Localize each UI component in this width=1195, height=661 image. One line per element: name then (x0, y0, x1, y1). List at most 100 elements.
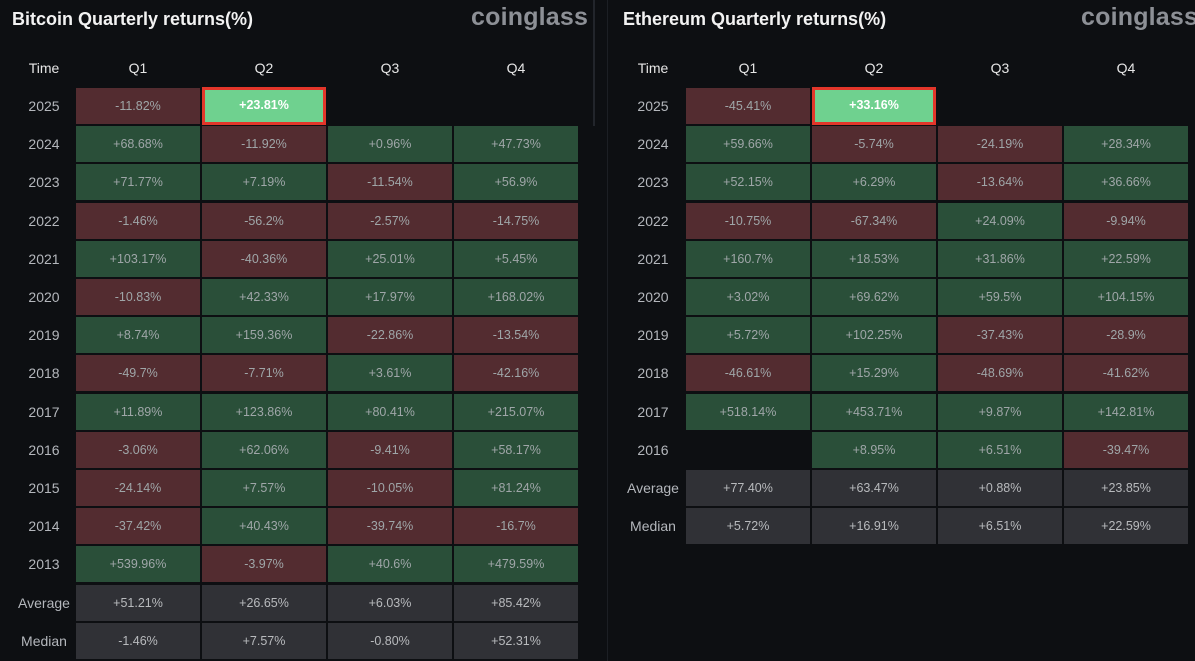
return-cell: -42.16% (454, 355, 578, 391)
return-cell: +59.5% (938, 279, 1062, 315)
return-cell: +22.59% (1064, 241, 1188, 277)
return-cell: -39.47% (1064, 432, 1188, 468)
year-row-label: 2024 (637, 136, 669, 152)
panel-title: Bitcoin Quarterly returns(%) (12, 9, 254, 29)
return-cell: -13.64% (938, 164, 1062, 200)
return-cell: +0.96% (328, 126, 452, 162)
panel-divider-line (607, 0, 608, 661)
return-cell: +25.01% (328, 241, 452, 277)
return-cell: +6.29% (812, 164, 936, 200)
stat-cell: +51.21% (76, 585, 200, 621)
return-cell: +62.06% (202, 432, 326, 468)
stat-cell: +5.72% (686, 508, 810, 544)
return-cell: -3.06% (76, 432, 200, 468)
return-cell: +71.77% (76, 164, 200, 200)
year-row-label: 2021 (637, 251, 669, 267)
return-cell: +102.25% (812, 317, 936, 353)
return-cell: -10.05% (328, 470, 452, 506)
year-row-label: 2018 (28, 365, 60, 381)
return-cell: -9.41% (328, 432, 452, 468)
return-cell: -24.14% (76, 470, 200, 506)
year-row-label: 2020 (28, 289, 60, 305)
return-cell: +215.07% (454, 394, 578, 430)
return-cell: -40.36% (202, 241, 326, 277)
return-cell: -2.57% (328, 203, 452, 239)
year-row-label: 2019 (637, 327, 669, 343)
return-cell: -28.9% (1064, 317, 1188, 353)
year-row-label: 2018 (637, 365, 669, 381)
return-cell: -45.41% (686, 88, 810, 124)
year-row-label: 2019 (28, 327, 60, 343)
stat-cell: +6.03% (328, 585, 452, 621)
year-row-label: 2016 (28, 442, 60, 458)
return-cell: +7.57% (202, 470, 326, 506)
return-cell: -11.54% (328, 164, 452, 200)
return-cell: +24.09% (938, 203, 1062, 239)
return-cell: -39.74% (328, 508, 452, 544)
return-cell: -11.92% (202, 126, 326, 162)
bitcoin-returns-panel: Bitcoin Quarterly returns(%) coinglass T… (0, 0, 588, 661)
quarter-header-q2: Q2 (864, 60, 884, 76)
quarter-header-q1: Q1 (128, 60, 148, 76)
return-cell: +40.43% (202, 508, 326, 544)
return-cell: +539.96% (76, 546, 200, 582)
return-cell: +7.19% (202, 164, 326, 200)
return-cell: +142.81% (1064, 394, 1188, 430)
return-cell: -7.71% (202, 355, 326, 391)
return-cell: +81.24% (454, 470, 578, 506)
year-row-label: 2020 (637, 289, 669, 305)
return-cell: +518.14% (686, 394, 810, 430)
return-cell: +15.29% (812, 355, 936, 391)
year-row-label: 2024 (28, 136, 60, 152)
return-cell: +8.74% (76, 317, 200, 353)
stat-cell: +52.31% (454, 623, 578, 659)
return-cell: +47.73% (454, 126, 578, 162)
stat-cell: +77.40% (686, 470, 810, 506)
return-cell: +3.61% (328, 355, 452, 391)
return-cell: -37.42% (76, 508, 200, 544)
quarter-header-q4: Q4 (1116, 60, 1136, 76)
return-cell: +52.15% (686, 164, 810, 200)
panel-divider (593, 0, 595, 126)
coinglass-logo: coinglass (471, 3, 589, 31)
return-cell: -11.82% (76, 88, 200, 124)
return-cell: -10.75% (686, 203, 810, 239)
return-cell: +58.17% (454, 432, 578, 468)
highlighted-return-cell: +23.81% (202, 87, 326, 125)
year-row-label: 2017 (637, 404, 669, 420)
stat-cell: +0.88% (938, 470, 1062, 506)
time-column-header: Time (28, 60, 60, 76)
return-cell: +40.6% (328, 546, 452, 582)
year-row-label: 2022 (28, 213, 60, 229)
stat-row-label: Median (21, 633, 67, 649)
quarter-header-q2: Q2 (254, 60, 274, 76)
year-row-label: 2025 (28, 98, 60, 114)
return-cell: +36.66% (1064, 164, 1188, 200)
return-cell: +11.89% (76, 394, 200, 430)
return-cell: +123.86% (202, 394, 326, 430)
return-cell: -9.94% (1064, 203, 1188, 239)
year-row-label: 2025 (637, 98, 669, 114)
quarter-header-q4: Q4 (506, 60, 526, 76)
return-cell: +56.9% (454, 164, 578, 200)
return-cell: +159.36% (202, 317, 326, 353)
return-cell: -67.34% (812, 203, 936, 239)
year-row-label: 2022 (637, 213, 669, 229)
highlighted-return-cell: +33.16% (812, 87, 936, 125)
return-cell: +3.02% (686, 279, 810, 315)
return-cell: +69.62% (812, 279, 936, 315)
quarter-header-q3: Q3 (990, 60, 1010, 76)
return-cell: -24.19% (938, 126, 1062, 162)
year-row-label: 2021 (28, 251, 60, 267)
return-cell: -13.54% (454, 317, 578, 353)
return-cell: +103.17% (76, 241, 200, 277)
return-cell: +17.97% (328, 279, 452, 315)
return-cell: -49.7% (76, 355, 200, 391)
return-cell: +5.45% (454, 241, 578, 277)
return-cell: +160.7% (686, 241, 810, 277)
return-cell: -10.83% (76, 279, 200, 315)
return-cell: -48.69% (938, 355, 1062, 391)
return-cell: +5.72% (686, 317, 810, 353)
quarter-header-q3: Q3 (380, 60, 400, 76)
